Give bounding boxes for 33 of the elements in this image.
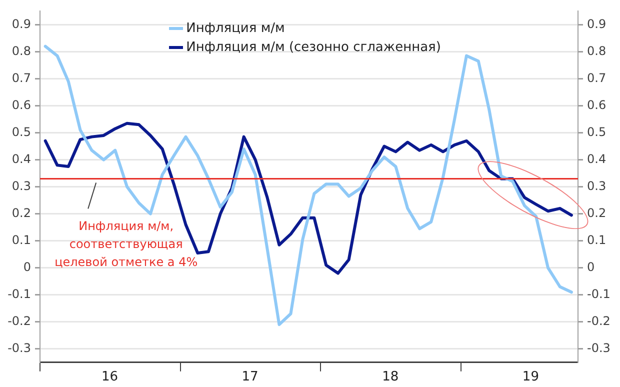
y2-tick-label: -0.3: [587, 341, 610, 356]
y-tick-label: 0.4: [12, 152, 31, 166]
y-tick-label: 0.3: [12, 178, 31, 193]
legend-label: Инфляция м/м (сезонно сглаженная): [186, 39, 441, 58]
y2-tick-label: 0: [587, 260, 595, 274]
y2-tick-label: 0.6: [587, 98, 606, 112]
x-tick-label: 17: [242, 370, 258, 385]
y2-tick-label: -0.1: [587, 286, 610, 301]
y2-tick-label: 0.4: [587, 152, 606, 166]
legend-label: Инфляция м/м: [186, 20, 285, 38]
y2-tick-label: 0.5: [587, 124, 606, 139]
x-tick-label: 16: [102, 370, 118, 385]
y-tick-label: 0.9: [12, 16, 31, 31]
y-tick-label: 0.1: [12, 232, 31, 247]
y-tick-label: 0: [23, 260, 31, 274]
y2-tick-label: 0.8: [587, 44, 606, 58]
y2-tick-label: 0.9: [587, 16, 606, 31]
ref-line-label: Инфляция м/м, соответствующая целевой отметке а 4%: [54, 218, 198, 269]
y-tick-label: 0.5: [12, 124, 31, 139]
x-tick-label: 18: [382, 370, 399, 385]
x-tick-label: 19: [522, 370, 539, 385]
y2-tick-label: 0.7: [587, 70, 606, 85]
y-tick-label: 0.6: [12, 98, 31, 112]
y-tick-label: 0.2: [12, 206, 31, 220]
y-tick-label: 0.8: [12, 44, 31, 58]
y2-tick-label: 0.1: [587, 232, 606, 247]
y-tick-label: -0.1: [8, 286, 31, 301]
y2-tick-label: 0.2: [587, 206, 606, 220]
y-tick-label: -0.2: [8, 314, 31, 328]
y-tick-label: 0.7: [12, 70, 31, 85]
y2-tick-label: 0.3: [587, 178, 606, 193]
y2-tick-label: -0.2: [587, 314, 610, 328]
y-tick-label: -0.3: [8, 341, 31, 356]
